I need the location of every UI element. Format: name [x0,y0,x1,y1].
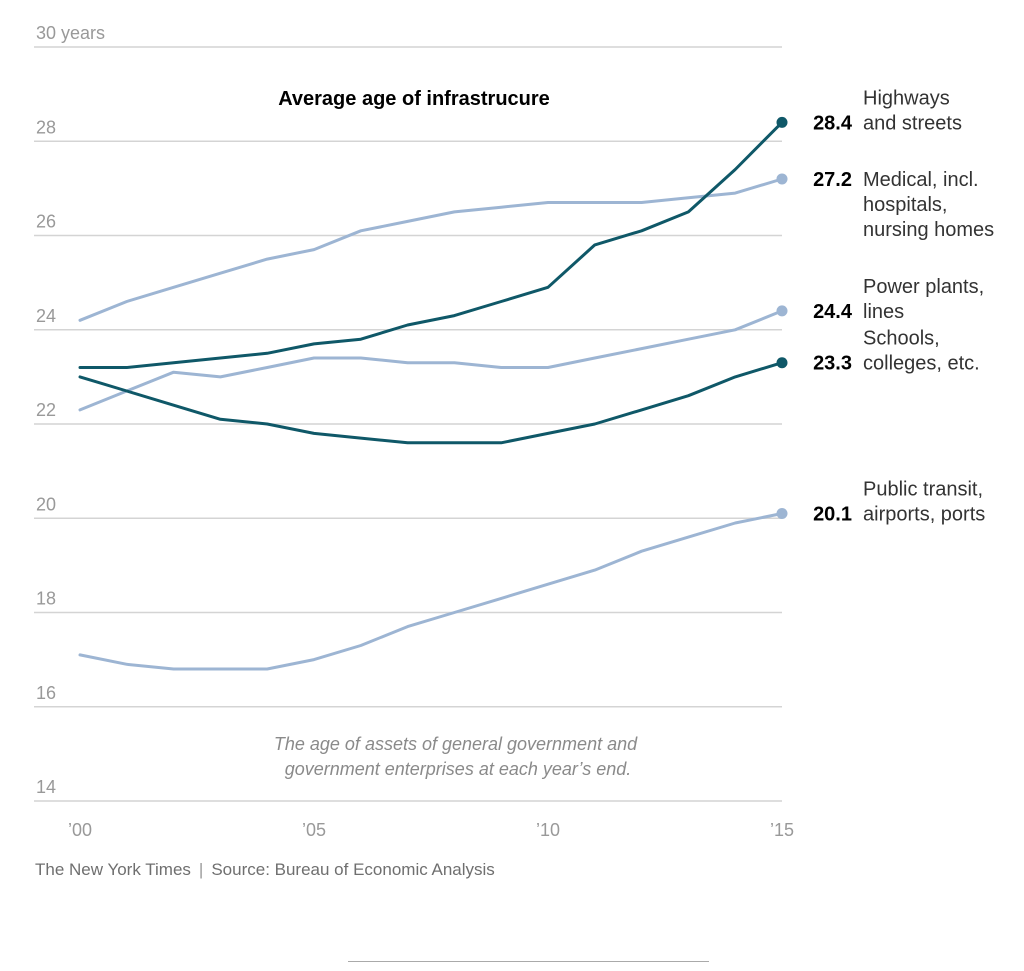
series-end-value-label: 27.2 [813,169,852,191]
series-line [78,177,784,322]
bottom-divider [348,961,709,962]
series-end-point [776,305,788,317]
series-end-point [776,357,788,369]
series-name-line: hospitals, [863,194,948,216]
chart-note-line-1: The age of assets of general government … [274,734,638,754]
series-name-label: Schools, colleges, etc. [863,328,980,375]
series-labels: 27.2 Medical, incl. hospitals, nursing home… [813,87,994,525]
series-end-point [776,116,788,128]
x-axis-tick-labels: ’00 ’05 ’10 ’15 [68,820,794,840]
chart-note-line-2: government enterprises at each year’s en… [285,759,632,779]
series-end-value-label: 20.1 [813,504,852,526]
series-name-label: Highways and streets [863,87,962,134]
x-tick-label: ’00 [68,820,92,840]
series-line [78,120,784,369]
y-tick-label: 26 [36,212,56,232]
series-name-line: Schools, [863,328,940,350]
series-name-line: nursing homes [863,219,994,241]
series-name-label: Medical, incl. hospitals, nursing homes [863,169,994,241]
series-line [78,309,784,412]
grid-lines [34,46,782,802]
series-name-line: Public transit, [863,479,983,501]
source-credit: Source: Bureau of Economic Analysis [211,860,495,879]
series-end-point [776,173,788,185]
series-name-line: lines [863,301,904,323]
series-name-line: Medical, incl. [863,169,979,191]
footer-separator: | [198,860,204,879]
series-name-line: and streets [863,112,962,134]
series-name-line: airports, ports [863,504,985,526]
chart-note: The age of assets of general government … [274,734,642,779]
series-line [78,512,784,671]
y-tick-label: 14 [36,777,56,797]
x-tick-label: ’05 [302,820,326,840]
series-end-value-label: 23.3 [813,353,852,375]
series-end-points [776,116,788,520]
series-name-line: Power plants, [863,276,984,298]
y-tick-label: 30 years [36,23,105,43]
series-name-line: Highways [863,87,950,109]
y-tick-label: 28 [36,117,56,137]
series-name-label: Power plants, lines [863,276,984,323]
series-end-point [776,508,788,520]
publisher-credit: The New York Times [35,860,191,879]
y-tick-label: 18 [36,589,56,609]
y-axis-tick-labels: 30 years 28 26 24 22 20 18 16 14 [36,23,105,797]
series-end-value-label: 24.4 [813,301,853,323]
chart-title: Average age of infrastrucure [278,88,550,110]
series-end-value-label: 28.4 [813,112,853,134]
y-tick-label: 20 [36,494,56,514]
y-tick-label: 24 [36,306,56,326]
x-tick-label: ’15 [770,820,794,840]
x-tick-label: ’10 [536,820,560,840]
series-line [78,361,784,445]
series-name-line: colleges, etc. [863,353,980,375]
y-tick-label: 22 [36,400,56,420]
series-name-label: Public transit, airports, ports [863,479,985,526]
y-tick-label: 16 [36,683,56,703]
line-chart: 30 years 28 26 24 22 20 18 16 14 ’00 ’05 ’10 ’15 Av… [34,23,994,840]
series-lines [78,120,784,671]
chart-footer: The New York Times | Source: Bureau of Eco… [35,860,495,880]
